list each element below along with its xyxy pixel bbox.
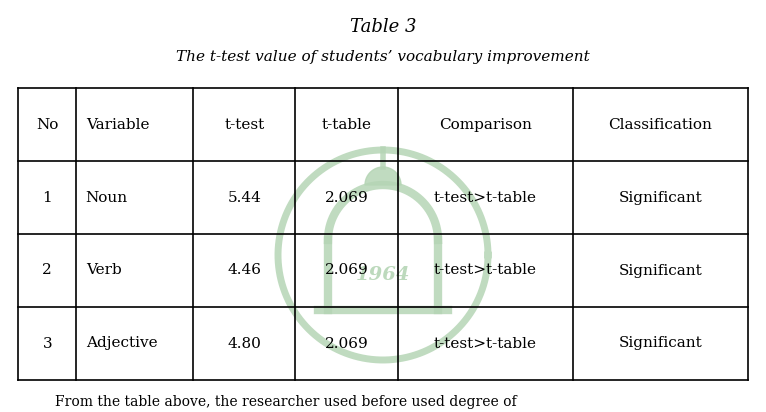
Polygon shape (365, 167, 401, 185)
Text: 5.44: 5.44 (228, 190, 261, 204)
Text: 2.069: 2.069 (325, 264, 368, 278)
Text: t-test: t-test (224, 117, 264, 131)
Text: 2.069: 2.069 (325, 337, 368, 351)
Text: From the table above, the researcher used before used degree of: From the table above, the researcher use… (55, 395, 516, 409)
Text: Classification: Classification (608, 117, 712, 131)
Text: 1964: 1964 (355, 266, 411, 284)
Text: 4.80: 4.80 (228, 337, 261, 351)
Text: Noun: Noun (86, 190, 128, 204)
Text: No: No (36, 117, 58, 131)
Text: The t-test value of students’ vocabulary improvement: The t-test value of students’ vocabulary… (176, 50, 590, 64)
Text: 2: 2 (42, 264, 52, 278)
Text: 2.069: 2.069 (325, 190, 368, 204)
Text: Comparison: Comparison (439, 117, 532, 131)
Text: 4.46: 4.46 (228, 264, 261, 278)
Text: t-test>t-table: t-test>t-table (434, 190, 537, 204)
Text: 3: 3 (42, 337, 52, 351)
Text: Significant: Significant (618, 337, 702, 351)
Text: Table 3: Table 3 (350, 18, 416, 36)
Text: t-table: t-table (322, 117, 372, 131)
Text: Adjective: Adjective (86, 337, 157, 351)
Text: t-test>t-table: t-test>t-table (434, 337, 537, 351)
Text: Variable: Variable (86, 117, 149, 131)
Text: Significant: Significant (618, 264, 702, 278)
Text: t-test>t-table: t-test>t-table (434, 264, 537, 278)
Text: Significant: Significant (618, 190, 702, 204)
Text: 1: 1 (42, 190, 52, 204)
Text: Verb: Verb (86, 264, 122, 278)
